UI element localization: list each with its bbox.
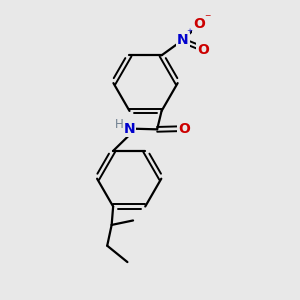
Text: H: H [115,118,124,131]
Text: $^+$: $^+$ [185,28,194,38]
Text: N: N [177,33,189,47]
Text: $^-$: $^-$ [203,13,212,23]
Text: O: O [197,43,209,57]
Text: O: O [194,17,205,32]
Text: N: N [123,122,135,136]
Text: O: O [178,122,190,136]
